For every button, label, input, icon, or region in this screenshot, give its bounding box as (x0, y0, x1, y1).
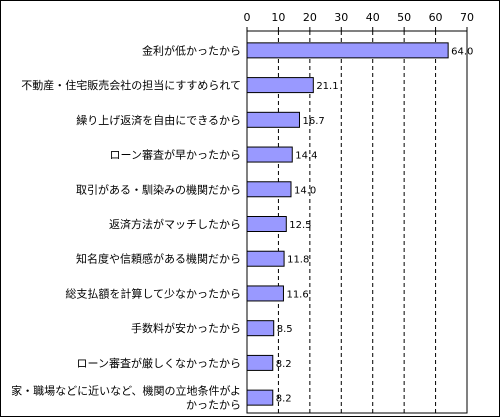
x-tick-label: 40 (366, 11, 380, 24)
bar (246, 250, 285, 267)
bar (246, 320, 275, 337)
category-label: ローン審査が厳しくなかったから (77, 356, 241, 370)
data-label: 16.7 (302, 116, 324, 127)
bar (246, 146, 293, 163)
bar (246, 216, 287, 232)
category-label: 手数料が安かったから (131, 321, 241, 335)
plot-area-frame (246, 30, 468, 414)
category-label: 返済方法がマッチしたから (109, 217, 241, 231)
grid-lines (277, 31, 437, 413)
x-tick-label: 20 (303, 11, 317, 24)
value-labels: 64.0 21.1 16.7 14.4 14.0 12.5 11.8 11.6 8.5 8.2 8.… (276, 46, 474, 404)
category-label: 不動産・住宅販売会社の担当にすすめられて (21, 78, 241, 92)
category-label: 繰り上げ返済を自由にできるから (76, 113, 241, 127)
x-tick-label: 30 (334, 11, 348, 24)
data-label: 14.0 (294, 185, 316, 196)
category-label: 家・職場などに近いなど、機関の立地条件がよ (11, 384, 241, 398)
x-tick-label: 50 (397, 11, 411, 24)
x-tick-label: 10 (271, 11, 285, 24)
data-label: 11.6 (286, 289, 308, 300)
data-label: 8.2 (276, 394, 292, 405)
bar (246, 111, 300, 128)
x-tick-label: 0 (244, 11, 251, 24)
bar (246, 42, 449, 59)
bar (246, 285, 284, 302)
category-label: 総支払額を計算して少なかったから (65, 286, 241, 300)
category-labels: 金利が低かったから不動産・住宅販売会社の担当にすすめられて繰り上げ返済を自由にで… (11, 43, 241, 411)
data-label: 21.1 (316, 81, 338, 92)
data-label: 11.8 (287, 255, 309, 266)
data-label: 8.2 (276, 359, 292, 370)
category-label: 知名度や信頼感がある機関だから (76, 252, 241, 266)
bar (246, 77, 314, 94)
bar (246, 181, 292, 198)
bar (246, 354, 274, 371)
bar (246, 389, 274, 406)
bars (246, 42, 449, 406)
axes (246, 27, 468, 414)
x-tick-label: 70 (460, 11, 474, 24)
x-axis-ticks: 0 10 20 30 40 50 60 70 (244, 11, 475, 24)
category-label: 金利が低かったから (142, 43, 241, 57)
category-label: 取引がある・馴染みの機関だから (76, 182, 241, 196)
x-tick-label: 60 (429, 11, 443, 24)
data-label: 12.5 (289, 220, 311, 231)
category-label: かったから (186, 399, 241, 412)
category-label: ローン審査が早かったから (110, 148, 241, 162)
data-label: 14.4 (295, 151, 317, 162)
data-label: 64.0 (451, 46, 473, 57)
data-label: 8.5 (277, 324, 293, 335)
